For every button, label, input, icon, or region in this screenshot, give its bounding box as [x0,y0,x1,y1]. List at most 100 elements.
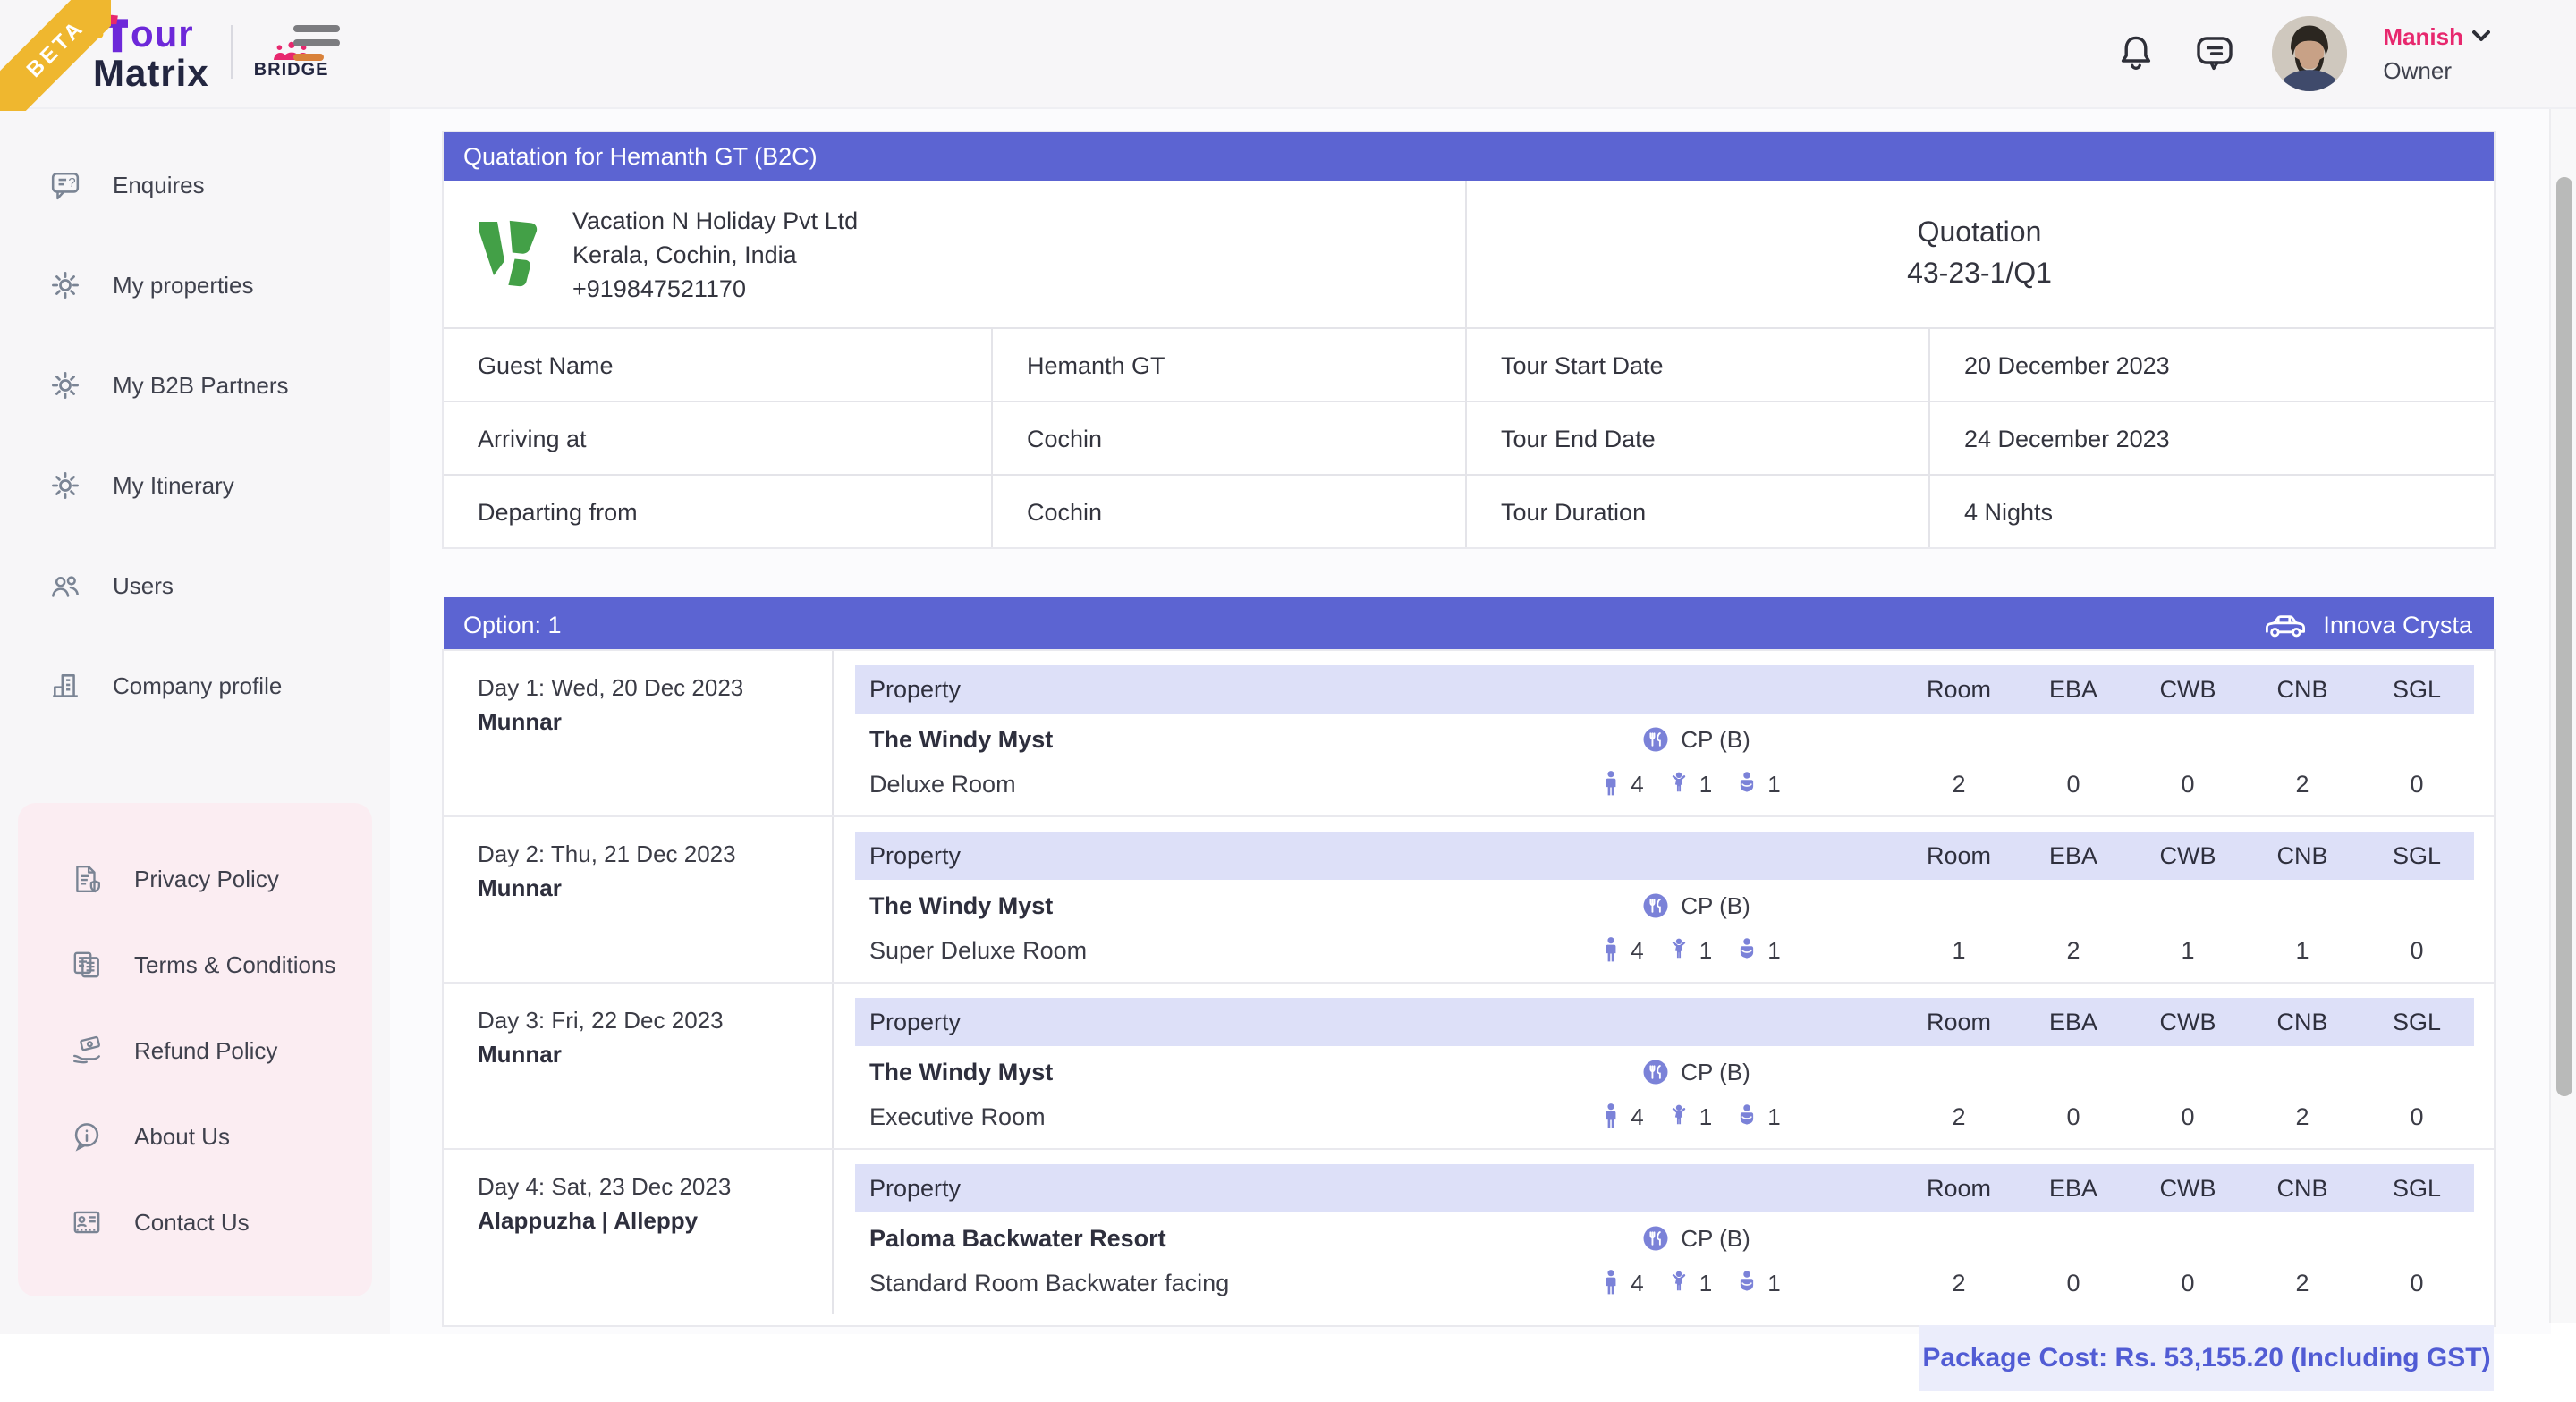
room-count: 1 [1902,936,2016,963]
sgl-count: 0 [2360,1269,2474,1296]
menu-bar-icon [293,39,340,46]
company-name: Vacation N Holiday Pvt Ltd [572,203,858,237]
sidebar-item-privacy-policy[interactable]: Privacy Policy [72,853,372,903]
cnb-count: 2 [2245,1269,2360,1296]
itinerary-day-row: Day 1: Wed, 20 Dec 2023 Munnar Property … [444,651,2494,817]
infant-count: 1 [1767,1102,1780,1129]
sidebar-item-my-b2b-partners[interactable]: My B2B Partners [50,359,390,410]
sidebar-item-users[interactable]: Users [50,560,390,610]
detail-value: Cochin [993,402,1467,474]
beta-ribbon: BETA [0,0,111,111]
day-city: Munnar [478,874,832,901]
scrollbar-thumb[interactable] [2556,177,2572,1096]
column-header: SGL [2360,1175,2474,1202]
occupancy: 4 1 1 [1490,769,1902,798]
main-content: Quatation for Hemanth GT (B2C) Vacation … [390,109,2551,1334]
sidebar-item-terms-conditions[interactable]: Terms & Conditions [72,939,372,989]
meal-plan-icon [1641,892,1668,919]
infant-icon [1733,1268,1760,1296]
child-icon [1665,1268,1692,1296]
sidebar-item-refund-policy[interactable]: Refund Policy [72,1025,372,1075]
room-count: 2 [1902,1269,2016,1296]
meal-plan: CP (B) [1490,1059,1902,1085]
guest-detail-row: Departing from Cochin Tour Duration 4 Ni… [444,476,2494,547]
meal-plan: CP (B) [1490,1225,1902,1252]
detail-label: Tour Start Date [1467,329,1930,401]
property-name: The Windy Myst [855,892,1490,919]
building-icon [50,670,80,700]
beta-ribbon-label: BETA [0,0,111,111]
room-count: 2 [1902,770,2016,797]
infant-icon [1733,769,1760,798]
adult-icon [1597,1102,1623,1130]
detail-label: Departing from [444,476,993,547]
documents-icon [72,949,102,979]
sidebar-item-label: Refund Policy [134,1036,277,1063]
sidebar-item-company-profile[interactable]: Company profile [50,660,390,710]
sidebar-item-label: My properties [113,271,254,298]
user-avatar[interactable] [2272,16,2347,91]
vertical-scrollbar [2549,109,2576,1323]
cwb-count: 1 [2131,936,2245,963]
menu-bar-icon [293,54,324,61]
property-column-header: Property [855,676,1490,703]
messages-icon[interactable] [2193,32,2236,75]
user-menu[interactable]: Manish [2383,23,2490,50]
sidebar-item-label: Terms & Conditions [134,950,335,977]
car-icon [2262,609,2309,639]
infant-icon [1733,1102,1760,1130]
cwb-count: 0 [2131,1102,2245,1129]
meal-plan-icon [1641,1059,1668,1085]
itinerary-day-row: Day 2: Thu, 21 Dec 2023 Munnar Property … [444,817,2494,984]
column-header: Room [1902,1009,2016,1035]
column-header: CNB [2245,842,2360,869]
property-header-band: Property Room EBA CWB CNB SGL [855,1164,2474,1212]
cnb-count: 2 [2245,770,2360,797]
user-name: Manish [2383,23,2463,50]
guest-detail-row: Guest Name Hemanth GT Tour Start Date 20… [444,329,2494,402]
room-type: Super Deluxe Room [855,936,1490,963]
detail-label: Tour Duration [1467,476,1930,547]
cwb-count: 0 [2131,770,2245,797]
property-column-header: Property [855,1175,1490,1202]
child-count: 1 [1699,1102,1712,1129]
option-card: Option: 1 Innova Crysta Day 1: Wed, 20 D… [444,597,2494,1391]
meal-plan-label: CP (B) [1681,1059,1750,1085]
column-header: CWB [2131,1175,2245,1202]
sidebar-item-about-us[interactable]: About Us [72,1111,372,1161]
infant-icon [1733,935,1760,964]
quotation-header-bar: Quatation for Hemanth GT (B2C) [444,132,2494,181]
column-header: SGL [2360,676,2474,703]
day-city: Munnar [478,1041,832,1068]
guest-detail-row: Arriving at Cochin Tour End Date 24 Dece… [444,402,2494,476]
sidebar-item-label: Contact Us [134,1208,250,1235]
sidebar-item-contact-us[interactable]: Contact Us [72,1196,372,1246]
sidebar-item-my-itinerary[interactable]: My Itinerary [50,460,390,510]
property-name: The Windy Myst [855,1059,1490,1085]
sidebar-legal-card: Privacy Policy Terms & Conditions Refund… [18,803,372,1296]
column-header: CNB [2245,1175,2360,1202]
adult-count: 4 [1631,936,1643,963]
notifications-bell-icon[interactable] [2114,32,2157,75]
cwb-count: 0 [2131,1269,2245,1296]
infant-count: 1 [1767,936,1780,963]
column-header: CNB [2245,1009,2360,1035]
meal-plan-label: CP (B) [1681,892,1750,919]
users-icon [50,570,80,600]
document-shield-icon [72,863,102,893]
column-header: EBA [2016,1175,2131,1202]
detail-label: Tour End Date [1467,402,1930,474]
child-count: 1 [1699,770,1712,797]
logo-divider [231,25,233,79]
sgl-count: 0 [2360,936,2474,963]
sidebar-item-enquires[interactable]: Enquires [50,159,390,209]
sidebar-item-my-properties[interactable]: My properties [50,259,390,309]
sgl-count: 0 [2360,770,2474,797]
adult-count: 4 [1631,1102,1643,1129]
property-column-header: Property [855,1009,1490,1035]
room-type: Deluxe Room [855,770,1490,797]
menu-toggle-button[interactable] [293,25,340,64]
itinerary-day-row: Day 3: Fri, 22 Dec 2023 Munnar Property … [444,984,2494,1150]
chevron-down-icon [2472,30,2490,43]
meal-plan: CP (B) [1490,892,1902,919]
